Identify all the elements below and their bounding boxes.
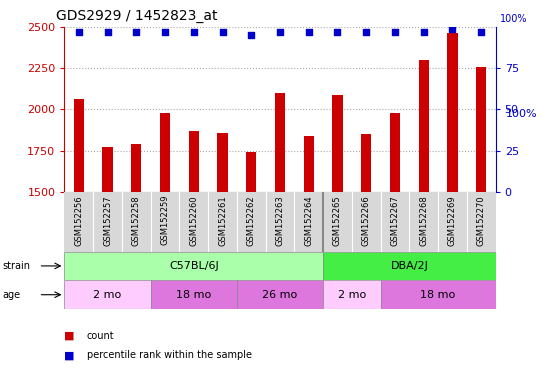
Point	[247, 32, 256, 38]
Text: ■: ■	[64, 350, 75, 360]
Bar	[102, 147, 113, 192]
Bar	[447, 33, 458, 192]
Bar	[151, 280, 237, 309]
Bar	[390, 113, 400, 192]
Y-axis label: 100%: 100%	[506, 109, 538, 119]
Point	[477, 29, 486, 35]
Bar	[304, 136, 314, 192]
Point	[448, 25, 457, 31]
Text: GSM152262: GSM152262	[247, 195, 256, 246]
Text: GSM152269: GSM152269	[448, 195, 457, 246]
Text: GSM152258: GSM152258	[132, 195, 141, 246]
Bar	[323, 252, 496, 280]
Text: strain: strain	[3, 261, 31, 271]
Point	[304, 29, 313, 35]
Bar	[74, 99, 84, 192]
Bar	[189, 131, 199, 192]
Text: GDS2929 / 1452823_at: GDS2929 / 1452823_at	[56, 9, 217, 23]
Text: GSM152267: GSM152267	[390, 195, 399, 246]
Bar	[476, 66, 486, 192]
Text: 26 mo: 26 mo	[263, 290, 297, 300]
Text: GSM152270: GSM152270	[477, 195, 486, 246]
Bar	[419, 60, 429, 192]
Bar	[333, 94, 343, 192]
Bar	[361, 134, 371, 192]
Text: 18 mo: 18 mo	[176, 290, 211, 300]
Bar	[275, 93, 285, 192]
Text: GSM152265: GSM152265	[333, 195, 342, 246]
Point	[390, 29, 399, 35]
Text: C57BL/6J: C57BL/6J	[169, 261, 218, 271]
Bar	[160, 113, 170, 192]
Bar	[131, 144, 141, 192]
Text: 2 mo: 2 mo	[94, 290, 122, 300]
Text: GSM152256: GSM152256	[74, 195, 83, 246]
Point	[74, 29, 83, 35]
Point	[419, 29, 428, 35]
Bar	[323, 280, 381, 309]
Text: GSM152263: GSM152263	[276, 195, 284, 246]
Text: ■: ■	[64, 331, 75, 341]
Text: 2 mo: 2 mo	[338, 290, 366, 300]
Point	[276, 29, 284, 35]
Text: GSM152266: GSM152266	[362, 195, 371, 246]
Text: 18 mo: 18 mo	[421, 290, 456, 300]
Point	[362, 29, 371, 35]
Bar	[64, 280, 151, 309]
Text: age: age	[3, 290, 21, 300]
Point	[103, 29, 112, 35]
Bar	[64, 252, 323, 280]
Text: DBA/2J: DBA/2J	[390, 261, 428, 271]
Text: count: count	[87, 331, 114, 341]
Point	[161, 29, 170, 35]
Text: percentile rank within the sample: percentile rank within the sample	[87, 350, 252, 360]
Text: GSM152268: GSM152268	[419, 195, 428, 246]
Point	[333, 29, 342, 35]
Point	[218, 29, 227, 35]
Point	[189, 29, 198, 35]
Text: GSM152261: GSM152261	[218, 195, 227, 246]
Bar	[237, 280, 323, 309]
Text: GSM152257: GSM152257	[103, 195, 112, 246]
Text: GSM152260: GSM152260	[189, 195, 198, 246]
Bar	[217, 132, 227, 192]
Text: GSM152264: GSM152264	[304, 195, 313, 246]
Text: GSM152259: GSM152259	[161, 195, 170, 245]
Bar	[246, 152, 256, 192]
Bar	[381, 280, 496, 309]
Text: 100%: 100%	[500, 13, 528, 23]
Point	[132, 29, 141, 35]
